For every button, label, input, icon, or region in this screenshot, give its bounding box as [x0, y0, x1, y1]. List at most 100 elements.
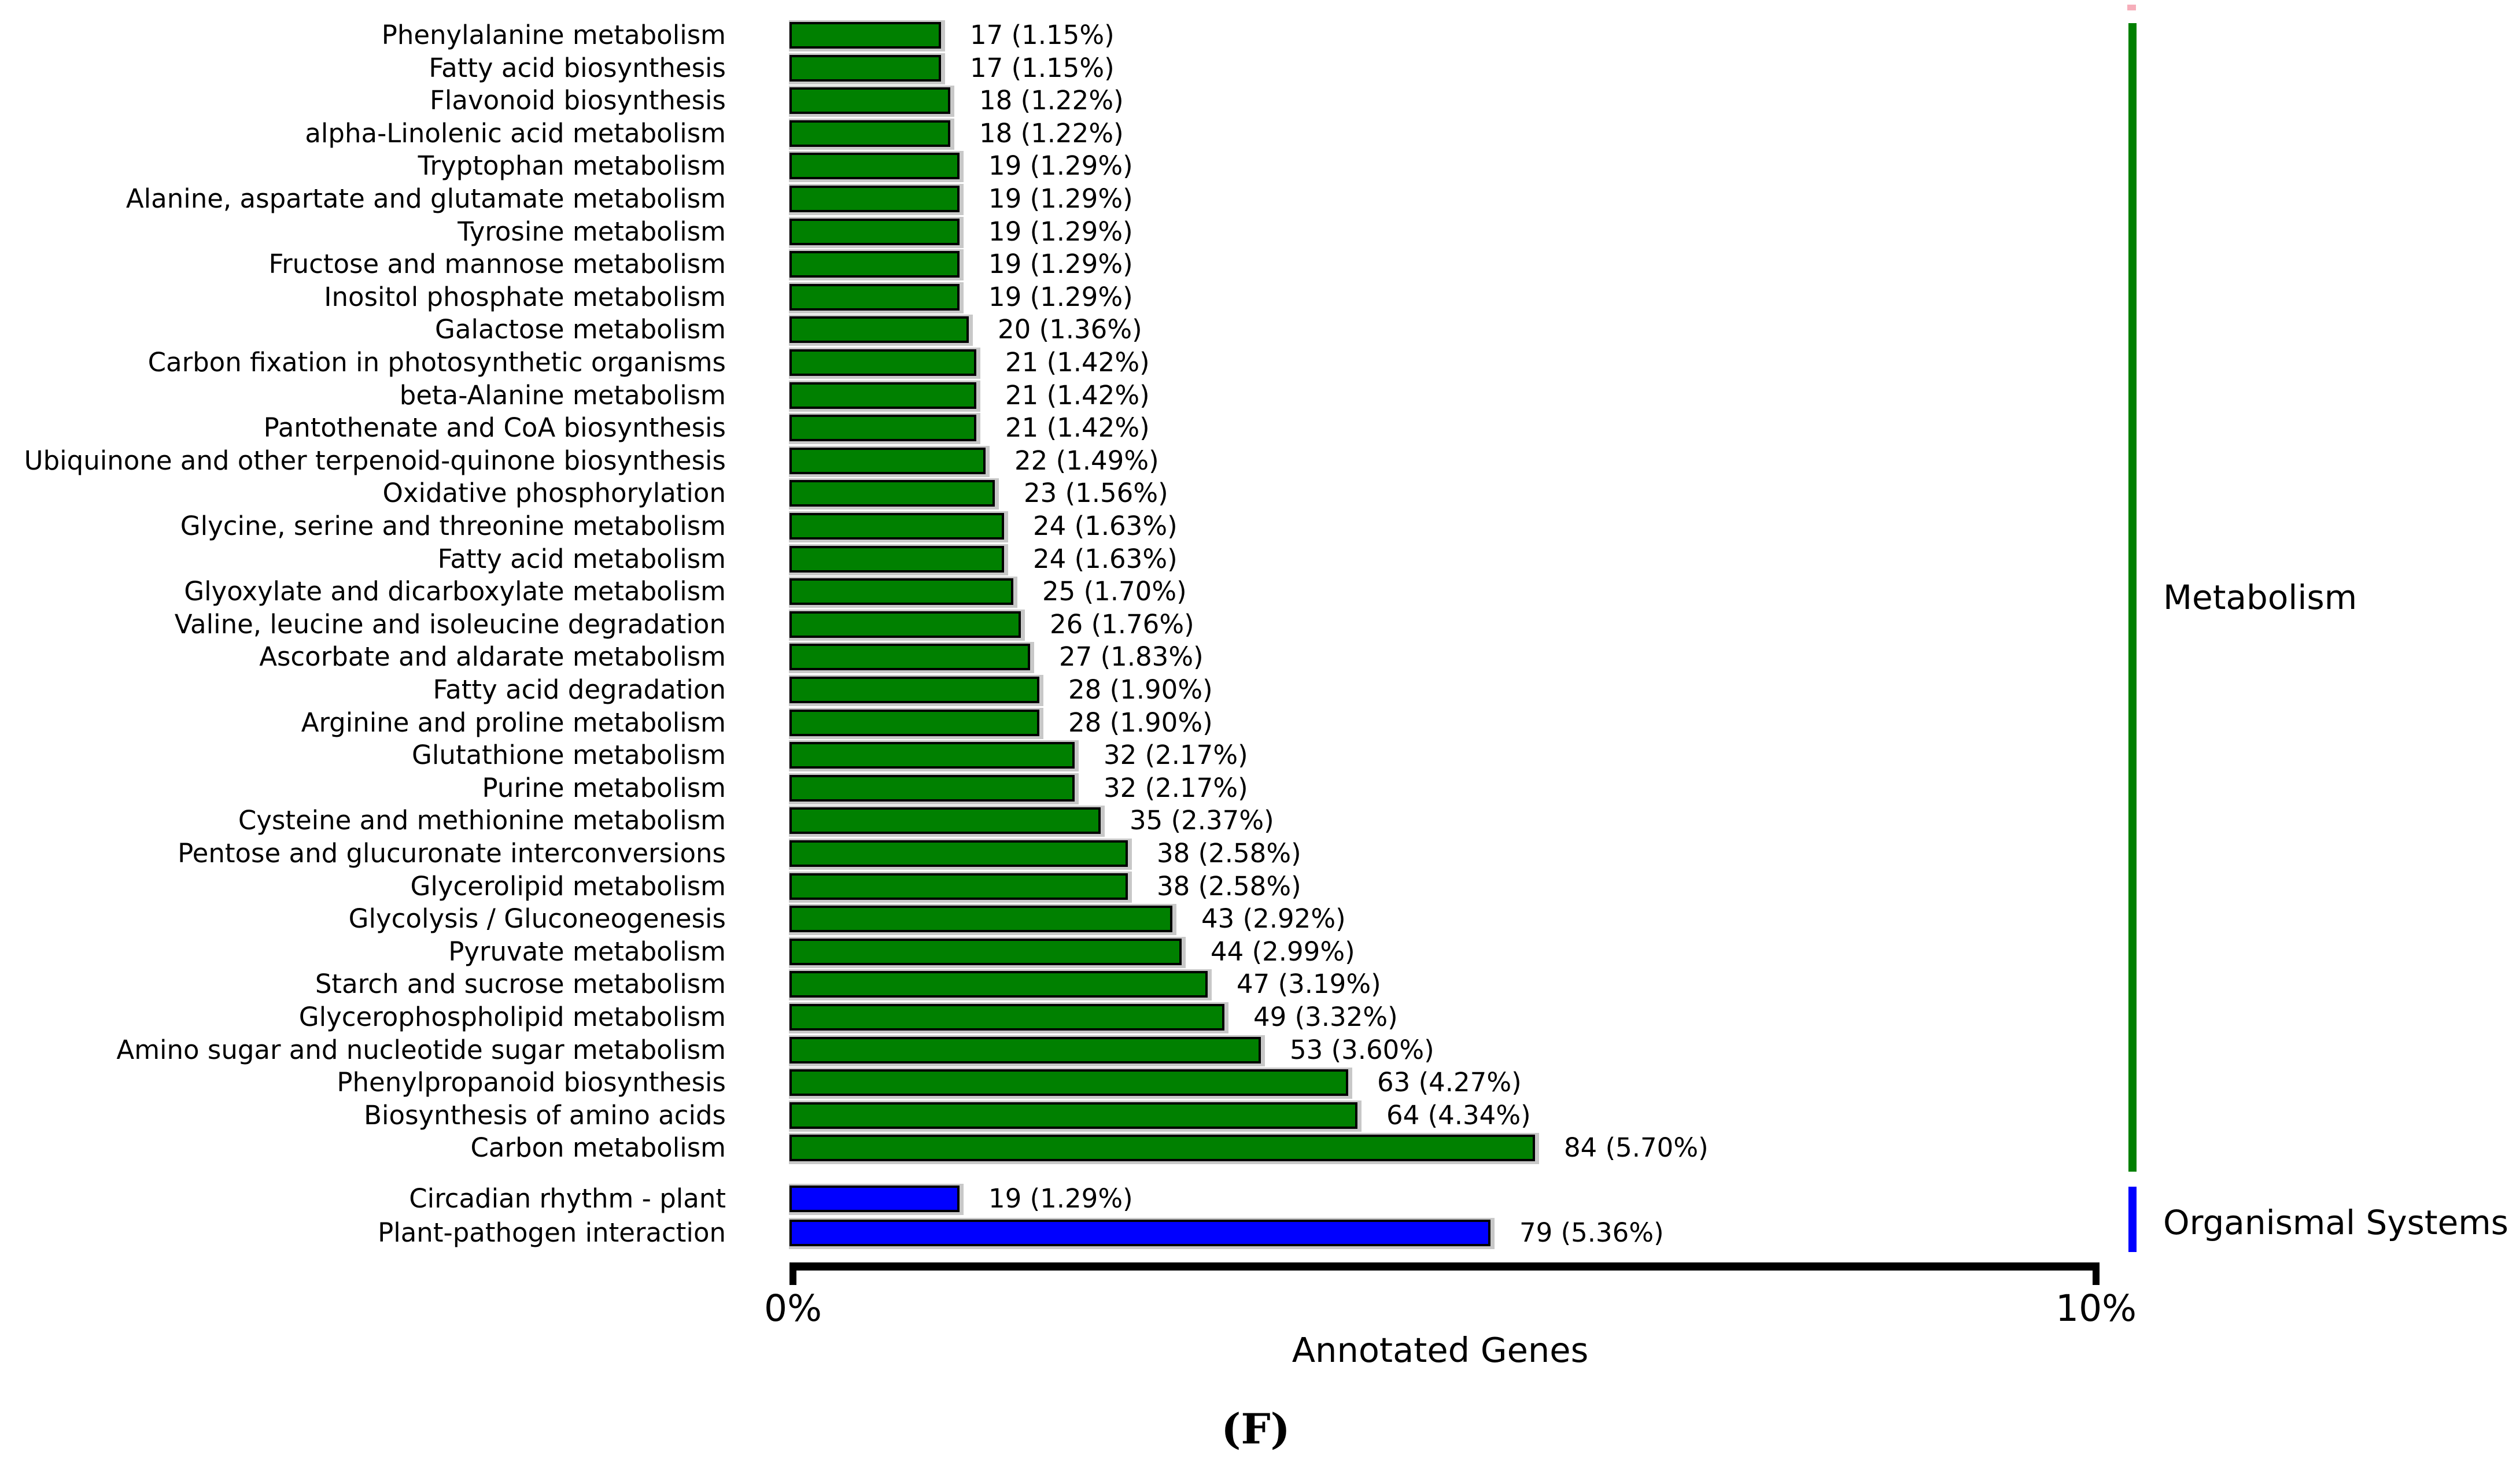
bar-value-label: 19 (1.29%): [988, 1183, 1133, 1214]
bar-value-label: 17 (1.15%): [970, 20, 1115, 50]
bar-row: Fatty acid biosynthesis 17 (1.15%): [0, 55, 2520, 82]
bar-row: Glycerolipid metabolism 38 (2.58%): [0, 873, 2520, 900]
bar-value-label: 21 (1.42%): [1005, 380, 1150, 411]
x-axis-tick-label-0: 0%: [764, 1287, 822, 1330]
bar-value-label: 28 (1.90%): [1068, 674, 1213, 705]
pathway-bar: [789, 939, 1182, 965]
bar-value-label: 20 (1.36%): [998, 314, 1142, 345]
pathway-label: Tyrosine metabolism: [457, 216, 726, 247]
x-axis-line: [789, 1262, 2100, 1271]
pathway-bar: [789, 186, 960, 212]
bar-row: Alanine, aspartate and glutamate metabol…: [0, 186, 2520, 212]
pathway-bar: [789, 480, 995, 507]
pathway-label: Inositol phosphate metabolism: [324, 282, 726, 312]
pathway-label: Glyoxylate and dicarboxylate metabolism: [184, 576, 726, 607]
pathway-label: Circadian rhythm - plant: [409, 1183, 726, 1214]
bar-row: Biosynthesis of amino acids 64 (4.34%): [0, 1102, 2520, 1129]
bar-row: Phenylalanine metabolism 17 (1.15%): [0, 22, 2520, 49]
x-axis-tick-0: [789, 1262, 796, 1285]
bar-value-label: 35 (2.37%): [1130, 805, 1274, 836]
metabolism-category-line: [2128, 23, 2137, 1172]
pathway-label: Alanine, aspartate and glutamate metabol…: [126, 183, 726, 214]
bar-row: alpha-Linolenic acid metabolism 18 (1.22%…: [0, 120, 2520, 147]
pathway-bar: [789, 219, 960, 245]
figure-caption: (F): [1221, 1404, 1290, 1453]
bar-value-label: 18 (1.22%): [979, 85, 1124, 116]
bar-value-label: 64 (4.34%): [1386, 1100, 1531, 1131]
pathway-label: Fatty acid metabolism: [437, 544, 726, 574]
bar-row: Flavonoid biosynthesis 18 (1.22%): [0, 87, 2520, 114]
bar-value-label: 53 (3.60%): [1290, 1035, 1434, 1065]
x-axis-tick-10: [2093, 1262, 2100, 1285]
pathway-bar: [789, 742, 1075, 769]
pathway-label: Carbon metabolism: [470, 1132, 726, 1163]
pathway-bar: [789, 873, 1128, 900]
pathway-label: Fatty acid biosynthesis: [429, 53, 726, 83]
bar-value-label: 43 (2.92%): [1201, 903, 1346, 934]
x-axis-tick-label-10: 10%: [2055, 1287, 2137, 1330]
category-label-organismal-systems: Organismal Systems: [2163, 1203, 2509, 1242]
pathway-bar: [789, 807, 1101, 834]
pathway-bar: [789, 1037, 1261, 1064]
pathway-label: Phenylalanine metabolism: [381, 20, 726, 50]
pathway-bar: [789, 316, 969, 343]
pathway-bar: [789, 382, 976, 409]
pathway-bar: [789, 153, 960, 179]
pathway-bar: [789, 349, 976, 376]
bar-row: Fatty acid degradation 28 (1.90%): [0, 677, 2520, 703]
bar-value-label: 24 (1.63%): [1033, 511, 1178, 541]
bar-value-label: 26 (1.76%): [1050, 609, 1194, 640]
bar-value-label: 27 (1.83%): [1059, 641, 1204, 672]
pathway-label: Oxidative phosphorylation: [382, 478, 726, 508]
bar-row: Fatty acid metabolism 24 (1.63%): [0, 546, 2520, 573]
bar-value-label: 19 (1.29%): [988, 183, 1133, 214]
bar-row: Arginine and proline metabolism 28 (1.90%…: [0, 710, 2520, 736]
pathway-label: Glycerolipid metabolism: [410, 871, 726, 902]
pathway-bar: [789, 284, 960, 311]
category-label-metabolism: Metabolism: [2163, 578, 2357, 617]
bar-value-label: 23 (1.56%): [1024, 478, 1168, 508]
pathway-label: Glycine, serine and threonine metabolism: [180, 511, 726, 541]
bar-value-label: 32 (2.17%): [1104, 740, 1248, 770]
pathway-bar: [789, 1135, 1535, 1161]
pathway-bar: [789, 1220, 1490, 1246]
pathway-label: Fructose and mannose metabolism: [268, 249, 726, 279]
bar-value-label: 44 (2.99%): [1211, 936, 1355, 967]
pathway-bar: [789, 120, 950, 147]
pathway-label: Phenylpropanoid biosynthesis: [337, 1067, 726, 1098]
pathway-label: Glutathione metabolism: [412, 740, 726, 770]
x-axis-title: Annotated Genes: [1292, 1330, 1589, 1370]
pathway-bar: [789, 415, 976, 441]
bar-value-label: 38 (2.58%): [1157, 838, 1301, 869]
bar-row: Galactose metabolism 20 (1.36%): [0, 316, 2520, 343]
pathway-label: Arginine and proline metabolism: [301, 707, 726, 738]
pathway-bar: [789, 971, 1208, 998]
pathway-label: Glycolysis / Gluconeogenesis: [348, 903, 726, 934]
pathway-label: Amino sugar and nucleotide sugar metabol…: [116, 1035, 726, 1065]
pathway-bar: [789, 775, 1075, 802]
bar-row: Carbon fixation in photosynthetic organi…: [0, 349, 2520, 376]
pathway-label: Flavonoid biosynthesis: [430, 85, 726, 116]
bar-value-label: 38 (2.58%): [1157, 871, 1301, 902]
bar-row: Valine, leucine and isoleucine degradati…: [0, 611, 2520, 638]
bar-row: Phenylpropanoid biosynthesis 63 (4.27%): [0, 1069, 2520, 1096]
bar-row: Ascorbate and aldarate metabolism 27 (1.8…: [0, 644, 2520, 670]
bar-value-label: 47 (3.19%): [1237, 969, 1381, 999]
pathway-bar: [789, 1069, 1348, 1096]
bar-value-label: 19 (1.29%): [988, 216, 1133, 247]
pathway-bar: [789, 1102, 1357, 1129]
bar-row: Ubiquinone and other terpenoid-quinone b…: [0, 448, 2520, 474]
bar-value-label: 19 (1.29%): [988, 150, 1133, 181]
pathway-label: Tryptophan metabolism: [418, 150, 726, 181]
pathway-label: Purine metabolism: [482, 773, 726, 803]
pathway-bar: [789, 87, 950, 114]
pathway-bar: [789, 840, 1128, 867]
bar-row: Tyrosine metabolism 19 (1.29%): [0, 219, 2520, 245]
pathway-label: Ubiquinone and other terpenoid-quinone b…: [24, 445, 726, 476]
pathway-label: Pantothenate and CoA biosynthesis: [263, 412, 726, 443]
bar-value-label: 19 (1.29%): [988, 249, 1133, 279]
pathway-bar: [789, 578, 1013, 605]
pathway-bar: [789, 1004, 1224, 1031]
bar-row: Circadian rhythm - plant 19 (1.29%): [0, 1186, 2520, 1212]
